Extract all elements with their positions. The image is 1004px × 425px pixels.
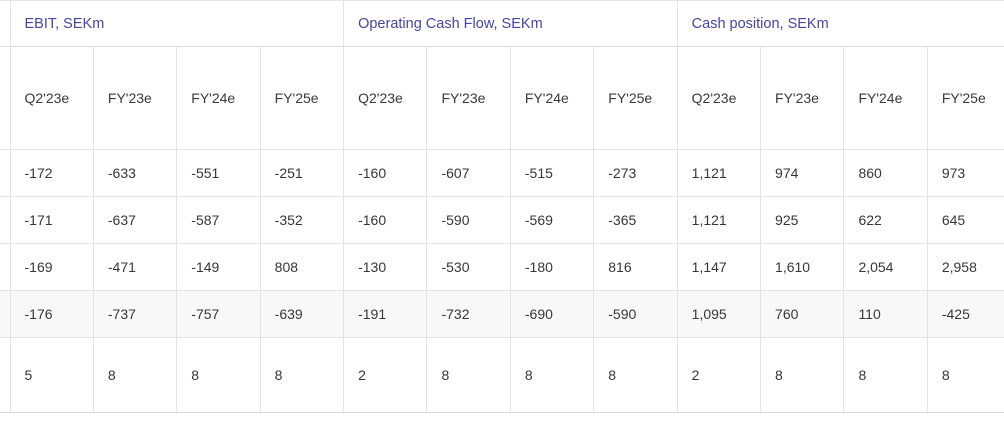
value-cell: -530 xyxy=(426,243,511,291)
value-cell: 5 xyxy=(9,337,94,413)
column-header: FY'23e xyxy=(426,46,511,150)
gutter-cell xyxy=(0,337,11,413)
value-cell: 2,054 xyxy=(843,243,928,291)
gutter-cell xyxy=(0,0,11,47)
table-row: -172 -633 -551 -251 -160 -607 -515 -273 1,121 974… xyxy=(0,149,1004,197)
value-cell: -515 xyxy=(509,149,595,197)
value-cell: -569 xyxy=(509,196,595,244)
value-cell: -590 xyxy=(593,290,678,338)
value-cell: 8 xyxy=(926,337,1004,413)
value-cell: -757 xyxy=(176,290,261,338)
value-cell: 8 xyxy=(760,337,845,413)
column-header: FY'25e xyxy=(593,46,678,150)
value-cell: -639 xyxy=(259,290,345,338)
column-header: FY'24e xyxy=(843,46,928,150)
column-header: FY'23e xyxy=(92,46,178,150)
value-cell: -737 xyxy=(92,290,178,338)
value-cell: -637 xyxy=(92,196,178,244)
estimates-table: EBIT, SEKm Operating Cash Flow, SEKm Cas… xyxy=(0,0,1004,413)
section-title-ebit: EBIT, SEKm xyxy=(9,0,345,47)
table-row: -169 -471 -149 808 -130 -530 -180 816 1,147 1,610… xyxy=(0,243,1004,291)
column-header: FY'24e xyxy=(176,46,261,150)
value-cell: 645 xyxy=(926,196,1004,244)
value-cell: 1,095 xyxy=(676,290,762,338)
value-cell: 622 xyxy=(843,196,928,244)
value-cell: -169 xyxy=(9,243,94,291)
table-row: -171 -637 -587 -352 -160 -590 -569 -365 1,121 925… xyxy=(0,196,1004,244)
value-cell: -160 xyxy=(343,149,428,197)
value-cell: -471 xyxy=(92,243,178,291)
column-header: Q2'23e xyxy=(343,46,428,150)
section-title-operating-cash-flow: Operating Cash Flow, SEKm xyxy=(343,0,678,47)
column-header: Q2'23e xyxy=(9,46,94,150)
gutter-cell xyxy=(0,196,11,244)
gutter-cell xyxy=(0,243,11,291)
value-cell: 8 xyxy=(509,337,595,413)
value-cell: -690 xyxy=(509,290,595,338)
value-cell: -607 xyxy=(426,149,511,197)
column-header-row: Q2'23e FY'23e FY'24e FY'25e Q2'23e FY'23… xyxy=(0,46,1004,150)
value-cell: 8 xyxy=(92,337,178,413)
value-cell: -587 xyxy=(176,196,261,244)
value-cell: 973 xyxy=(926,149,1004,197)
value-cell: -149 xyxy=(176,243,261,291)
value-cell: -171 xyxy=(9,196,94,244)
column-header: FY'24e xyxy=(509,46,595,150)
value-cell: -191 xyxy=(343,290,428,338)
value-cell: -172 xyxy=(9,149,94,197)
value-cell: -551 xyxy=(176,149,261,197)
value-cell: -251 xyxy=(259,149,345,197)
value-cell: 974 xyxy=(760,149,845,197)
value-cell: 808 xyxy=(259,243,345,291)
column-header: Q2'23e xyxy=(676,46,762,150)
value-cell: 8 xyxy=(259,337,345,413)
value-cell: -633 xyxy=(92,149,178,197)
value-cell: -352 xyxy=(259,196,345,244)
value-cell: 760 xyxy=(760,290,845,338)
column-header: FY'25e xyxy=(926,46,1004,150)
value-cell: 2,958 xyxy=(926,243,1004,291)
value-cell: 860 xyxy=(843,149,928,197)
value-cell: -425 xyxy=(926,290,1004,338)
value-cell: 8 xyxy=(176,337,261,413)
table-body: -172 -633 -551 -251 -160 -607 -515 -273 1,121 974… xyxy=(0,149,1004,413)
section-title-row: EBIT, SEKm Operating Cash Flow, SEKm Cas… xyxy=(0,0,1004,47)
value-cell: -176 xyxy=(9,290,94,338)
value-cell: -365 xyxy=(593,196,678,244)
column-header: FY'25e xyxy=(259,46,345,150)
value-cell: 8 xyxy=(426,337,511,413)
value-cell: 816 xyxy=(593,243,678,291)
value-cell: -590 xyxy=(426,196,511,244)
value-cell: 1,147 xyxy=(676,243,762,291)
value-cell: -273 xyxy=(593,149,678,197)
value-cell: -732 xyxy=(426,290,511,338)
value-cell: 8 xyxy=(843,337,928,413)
value-cell: 2 xyxy=(676,337,762,413)
value-cell: 2 xyxy=(343,337,428,413)
gutter-cell xyxy=(0,290,11,338)
section-title-cash-position: Cash position, SEKm xyxy=(676,0,1004,47)
table-row: -176 -737 -757 -639 -191 -732 -690 -590 1,095 760… xyxy=(0,290,1004,338)
value-cell: 1,121 xyxy=(676,196,762,244)
value-cell: 1,121 xyxy=(676,149,762,197)
value-cell: 1,610 xyxy=(760,243,845,291)
column-header: FY'23e xyxy=(760,46,845,150)
gutter-cell xyxy=(0,149,11,197)
value-cell: -130 xyxy=(343,243,428,291)
value-cell: -180 xyxy=(509,243,595,291)
value-cell: 8 xyxy=(593,337,678,413)
value-cell: -160 xyxy=(343,196,428,244)
value-cell: 110 xyxy=(843,290,928,338)
gutter-cell xyxy=(0,46,11,150)
value-cell: 925 xyxy=(760,196,845,244)
